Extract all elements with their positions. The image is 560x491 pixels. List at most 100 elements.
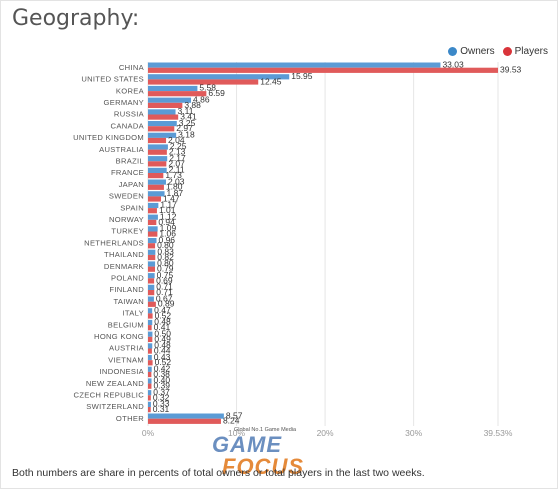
bar-owners (148, 179, 166, 185)
bar-players (148, 208, 157, 214)
bar-owners (148, 238, 157, 244)
data-label-owners: 33.03 (442, 59, 464, 69)
bar-owners (148, 214, 158, 220)
data-label-owners: 0.75 (157, 270, 174, 280)
data-label-players: 0.52 (155, 357, 172, 367)
bar-owners (148, 261, 156, 267)
data-label-owners: 5.58 (199, 83, 216, 93)
bar-players (148, 137, 167, 144)
data-label-owners: 2.25 (170, 141, 187, 151)
bar-owners (148, 296, 154, 302)
category-label: THAILAND (104, 250, 144, 259)
data-label-owners: 2.17 (169, 153, 186, 163)
data-label-owners: 0.96 (158, 235, 175, 245)
data-label-owners: 0.67 (156, 293, 173, 303)
bar-players (148, 383, 152, 389)
data-label-players: 0.38 (153, 369, 170, 379)
data-label-players: 0.32 (153, 392, 170, 402)
data-label-owners: 0.71 (156, 282, 173, 292)
data-label-players: 3.41 (180, 112, 197, 122)
category-label: BRAZIL (116, 157, 144, 166)
category-label: ITALY (123, 309, 144, 318)
data-label-owners: 0.50 (154, 328, 171, 338)
bar-players (148, 371, 152, 378)
x-tick-label: 39.53% (484, 428, 513, 438)
category-label: TAIWAN (114, 297, 144, 306)
data-label-owners: 0.48 (154, 340, 171, 350)
bar-players (148, 196, 162, 202)
data-label-players: 2.97 (176, 123, 193, 133)
category-label: SPAIN (120, 203, 144, 212)
category-label: OTHER (116, 414, 144, 423)
category-label: FINLAND (109, 285, 144, 294)
bar-owners (148, 366, 152, 372)
data-label-players: 0.31 (153, 404, 170, 414)
category-label: VIETNAM (108, 355, 144, 364)
data-label-owners: 1.87 (167, 188, 184, 198)
bar-owners (148, 97, 192, 103)
category-label: BELGIUM (108, 320, 144, 329)
x-tick-label: 10% (228, 428, 245, 438)
bar-players (148, 67, 498, 73)
bar-owners (148, 343, 153, 349)
data-label-players: 1.06 (159, 229, 176, 239)
data-label-owners: 3.25 (179, 118, 196, 128)
bar-owners (148, 413, 224, 419)
data-label-owners: 1.12 (160, 211, 177, 221)
category-label: TURKEY (111, 227, 144, 236)
bar-owners (148, 109, 176, 115)
bar-players (148, 126, 175, 132)
bar-owners (148, 121, 177, 127)
bar-players (148, 313, 153, 319)
bar-players (148, 231, 158, 237)
bar-players (148, 254, 156, 261)
legend-players[interactable]: Players (502, 46, 548, 57)
bar-owners (148, 74, 290, 80)
category-label: NEW ZEALAND (86, 379, 144, 388)
data-label-owners: 0.43 (154, 352, 171, 362)
category-label: HONG KONG (94, 332, 144, 341)
category-label: UNITED STATES (81, 75, 144, 84)
data-label-players: 2.13 (169, 147, 186, 157)
bar-players (148, 219, 157, 225)
data-label-players: 0.82 (157, 252, 174, 262)
bar-players (148, 173, 164, 179)
page-title: Geography: (12, 6, 140, 31)
bar-owners (148, 191, 165, 197)
category-label: SWITZERLAND (86, 402, 144, 411)
bar-owners (148, 401, 151, 407)
bar-players (148, 336, 153, 342)
data-label-owners: 2.03 (168, 176, 185, 186)
category-label: RUSSIA (114, 110, 145, 119)
data-label-players: 0.71 (156, 287, 173, 297)
category-label: KOREA (116, 86, 145, 95)
category-label: GERMANY (104, 98, 145, 107)
data-label-players: 1.01 (159, 205, 176, 215)
bar-owners (148, 378, 152, 384)
owners-swatch-icon (448, 47, 458, 56)
bar-owners (148, 62, 441, 68)
data-label-players: 12.45 (260, 76, 282, 86)
data-label-owners: 0.48 (154, 317, 171, 327)
data-label-owners: 0.33 (153, 399, 170, 409)
bar-owners (148, 273, 155, 279)
data-label-owners: 4.86 (193, 94, 210, 104)
bar-owners (148, 308, 153, 314)
bar-players (148, 243, 156, 249)
bar-owners (148, 202, 159, 209)
category-label: CZECH REPUBLIC (74, 391, 145, 400)
bar-players (148, 418, 221, 424)
bar-players (148, 325, 152, 331)
legend-owners[interactable]: Owners (448, 46, 495, 57)
bar-owners (148, 144, 168, 150)
category-label: AUSTRIA (109, 344, 145, 353)
data-label-owners: 0.40 (154, 375, 171, 385)
bar-owners (148, 355, 152, 361)
bar-players (148, 149, 167, 155)
chart-legend: Owners Players (448, 46, 548, 57)
category-label: SWEDEN (109, 192, 144, 201)
data-label-players: 6.59 (208, 88, 225, 98)
data-label-players: 0.52 (155, 310, 172, 320)
